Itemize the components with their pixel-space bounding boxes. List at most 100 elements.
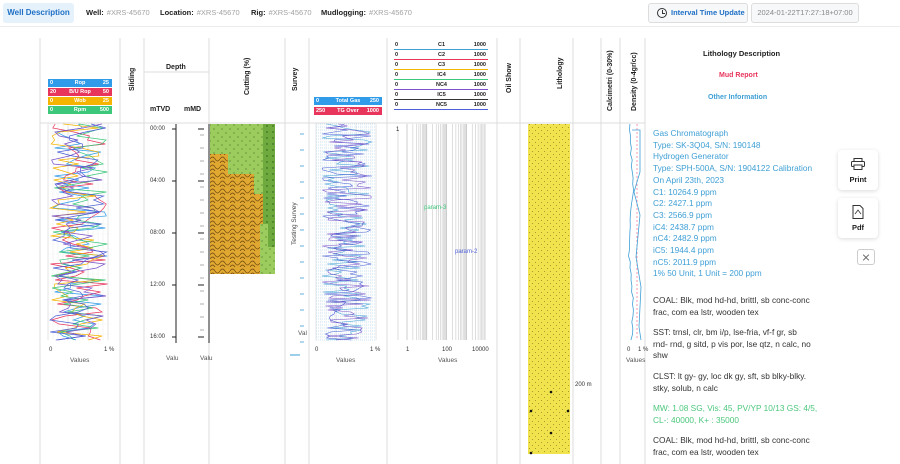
description-line: shw bbox=[653, 350, 668, 361]
pdf-button[interactable]: Pdf bbox=[838, 198, 878, 238]
calc-axis-max: 1 % bbox=[638, 347, 649, 353]
mudlogging-info: Mudlogging: #XRS-45670 bbox=[321, 8, 412, 17]
gas-axis-max: 1 % bbox=[370, 347, 381, 353]
oil-show-header: Oil Show bbox=[506, 63, 513, 93]
gas-legend-row: 0 Total Gas 250 bbox=[314, 97, 382, 105]
gas-chromatograph-info: Gas Chromatograph Type: SK-3Q04, S/N: 190… bbox=[653, 128, 831, 280]
rig-info: Rig: #XRS-45670 bbox=[251, 8, 312, 17]
log-canvas: 1 bbox=[39, 38, 646, 464]
gc-legend-row: 0 C1 1000 bbox=[393, 41, 490, 51]
coal-description: COAL: Blk, mod hd-hd, brittl, sb conc-co… bbox=[653, 435, 831, 458]
calc-axis-min: 0 bbox=[627, 347, 631, 353]
lithology-marker bbox=[529, 409, 533, 413]
close-icon[interactable] bbox=[857, 249, 875, 265]
lithology-description-header: Lithology Description bbox=[703, 49, 781, 58]
sliding-header: Sliding bbox=[129, 67, 136, 91]
lithology-sand-column bbox=[528, 124, 570, 454]
gc-legend-row: 0 C2 1000 bbox=[393, 51, 490, 61]
drilling-axis-max: 1 % bbox=[104, 347, 115, 353]
gc-legend-row: 0 C3 1000 bbox=[393, 61, 490, 71]
description-line: C1: 10264.9 ppm bbox=[653, 186, 717, 197]
mtvd-header: mTVD bbox=[150, 106, 171, 113]
description-line: Type: SPH-500A, S/N: 1904122 Calibration bbox=[653, 163, 813, 174]
gas-axis-title: Values bbox=[336, 357, 356, 364]
drilling-series-line bbox=[48, 123, 105, 341]
description-line: MW: 1.08 SG, Vis: 45, PV/YP 10/13 GS: 4/… bbox=[653, 403, 818, 413]
density-line bbox=[632, 129, 642, 341]
drilling-series-line bbox=[50, 123, 108, 341]
gc-legend-row: 0 IC4 1000 bbox=[393, 71, 490, 81]
drilling-legend-row: 20 B/U Rop 50 bbox=[48, 88, 112, 96]
mmd-header: mMD bbox=[184, 106, 202, 113]
tab-well-description[interactable]: Well Description bbox=[3, 3, 74, 23]
well-log: 1 Sliding Depth mTVD mMD Cutting (%) Sur… bbox=[0, 27, 835, 464]
param-2-label: param-2 bbox=[455, 249, 478, 255]
printer-icon bbox=[851, 158, 865, 170]
description-line: Type: SK-3Q04, S/N: 190148 bbox=[653, 139, 761, 150]
gas-legend-row: 250 TG Over 1000 bbox=[314, 107, 382, 115]
depth-tick-label: 16:00 bbox=[150, 334, 166, 340]
description-line: COAL: Blk, mod hd-hd, brittl, sb conc-co… bbox=[653, 435, 810, 445]
lithology-marker bbox=[529, 451, 533, 455]
description-line: nC4: 2482.9 ppm bbox=[653, 233, 717, 244]
description-line: iC4: 2438.7 ppm bbox=[653, 221, 714, 232]
coal-description: COAL: Blk, mod hd-hd, brittl, sb conc-co… bbox=[653, 295, 831, 318]
datetime-display: 2024-01-22T17:27:18+07:00 bbox=[751, 3, 859, 23]
location-info: Location: #XRS-45670 bbox=[160, 8, 240, 17]
description-line: Hydrogen Generator bbox=[653, 151, 729, 162]
depth-header: Depth bbox=[166, 64, 186, 71]
description-line: rnd- rnd, g sitd, p vis por, lse qtz, n … bbox=[653, 338, 811, 349]
gc-depth-label: 1 bbox=[396, 127, 400, 133]
mud-report-header: Mud Report bbox=[719, 72, 758, 79]
survey-axis-title: Val bbox=[298, 330, 307, 337]
calcimetri-line bbox=[628, 123, 635, 341]
survey-label: Testing Survey bbox=[291, 202, 298, 245]
gc-legend-row: 0 NC4 1000 bbox=[393, 81, 490, 91]
lithology-marker bbox=[566, 409, 570, 413]
gc-axis-1: 1 bbox=[406, 347, 410, 353]
drilling-series-line bbox=[51, 123, 108, 341]
description-line: On April 23th, 2023 bbox=[653, 174, 725, 185]
depth-tick-label: 04:00 bbox=[150, 178, 166, 184]
gc-axis-100: 100 bbox=[442, 347, 453, 353]
description-line: stky, solub, n calc bbox=[653, 382, 718, 393]
gas-series-line bbox=[322, 123, 372, 341]
drilling-series-line bbox=[49, 123, 109, 341]
gc-axis-title: Values bbox=[438, 357, 458, 364]
gas-series-line bbox=[322, 123, 372, 341]
description-line: CL-: 40000, K+ : 35000 bbox=[653, 414, 740, 425]
lithology-marker bbox=[549, 390, 553, 394]
sst-description: SST: trnsl, clr, bm i/p, lse-fria, vf-f … bbox=[653, 327, 831, 362]
calcimetri-header: Calcimetri (0-30%) bbox=[607, 50, 614, 111]
drilling-legend-row: 0 Wob 25 bbox=[48, 97, 112, 105]
pdf-file-icon bbox=[852, 205, 864, 219]
lithology-marker bbox=[549, 431, 553, 435]
lithology-depth-label: 200 m bbox=[575, 382, 592, 388]
drilling-legend-row: 0 Rop 25 bbox=[48, 79, 112, 87]
description-line: CLST: lt gy- gy, loc dk gy, sft, sb blky… bbox=[653, 371, 807, 381]
description-line: frac, com ea lstr, wooden tex bbox=[653, 306, 759, 317]
print-button[interactable]: Print bbox=[838, 150, 878, 190]
depth-tick-label: 08:00 bbox=[150, 230, 166, 236]
depth-tick-label: 00:00 bbox=[150, 126, 166, 132]
density-header: Density (0-4gr/cc) bbox=[631, 52, 638, 111]
drilling-axis-title: Values bbox=[70, 357, 90, 364]
mtvd-axis-title: Valu bbox=[166, 355, 179, 362]
description-line: COAL: Blk, mod hd-hd, brittl, sb conc-co… bbox=[653, 295, 810, 305]
gc-legend-row: 0 IC5 1000 bbox=[393, 91, 490, 101]
cutting-header: Cutting (%) bbox=[244, 57, 251, 95]
description-line: nC5: 2011.9 ppm bbox=[653, 256, 717, 267]
gc-axis-10000: 10000 bbox=[472, 347, 489, 353]
mmd-axis-title: Valu bbox=[200, 355, 213, 362]
depth-tick-label: 12:00 bbox=[150, 282, 166, 288]
description-line: frac, com ea lstr, wooden tex bbox=[653, 446, 759, 457]
cutting-conglomerate-layer bbox=[210, 154, 263, 274]
gc-legend-row: 0 NC5 1000 bbox=[393, 101, 490, 111]
description-line: SST: trnsl, clr, bm i/p, lse-fria, vf-f … bbox=[653, 327, 797, 337]
lithology-header: Lithology bbox=[557, 57, 564, 90]
well-info: Well: #XRS-45670 bbox=[86, 8, 150, 17]
drilling-legend-row: 0 Rpm 500 bbox=[48, 106, 112, 114]
interval-time-update-button[interactable]: Interval Time Update bbox=[648, 3, 748, 23]
calc-axis-title: Values bbox=[626, 357, 646, 364]
clock-icon bbox=[657, 8, 667, 18]
